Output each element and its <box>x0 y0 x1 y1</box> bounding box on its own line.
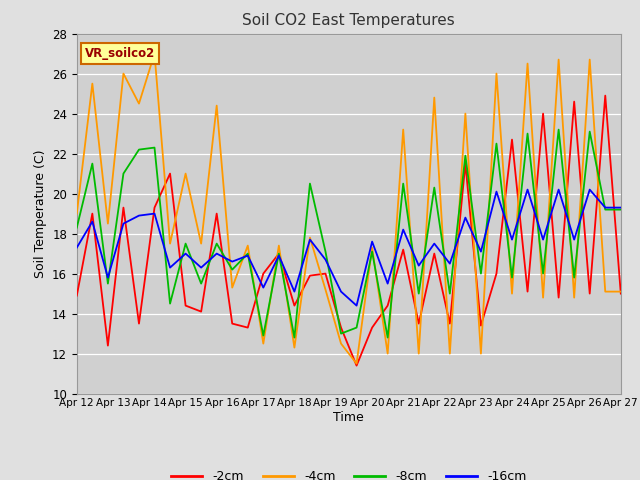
Text: VR_soilco2: VR_soilco2 <box>85 47 156 60</box>
Title: Soil CO2 East Temperatures: Soil CO2 East Temperatures <box>243 13 455 28</box>
Legend: -2cm, -4cm, -8cm, -16cm: -2cm, -4cm, -8cm, -16cm <box>166 465 531 480</box>
Y-axis label: Soil Temperature (C): Soil Temperature (C) <box>33 149 47 278</box>
X-axis label: Time: Time <box>333 411 364 424</box>
